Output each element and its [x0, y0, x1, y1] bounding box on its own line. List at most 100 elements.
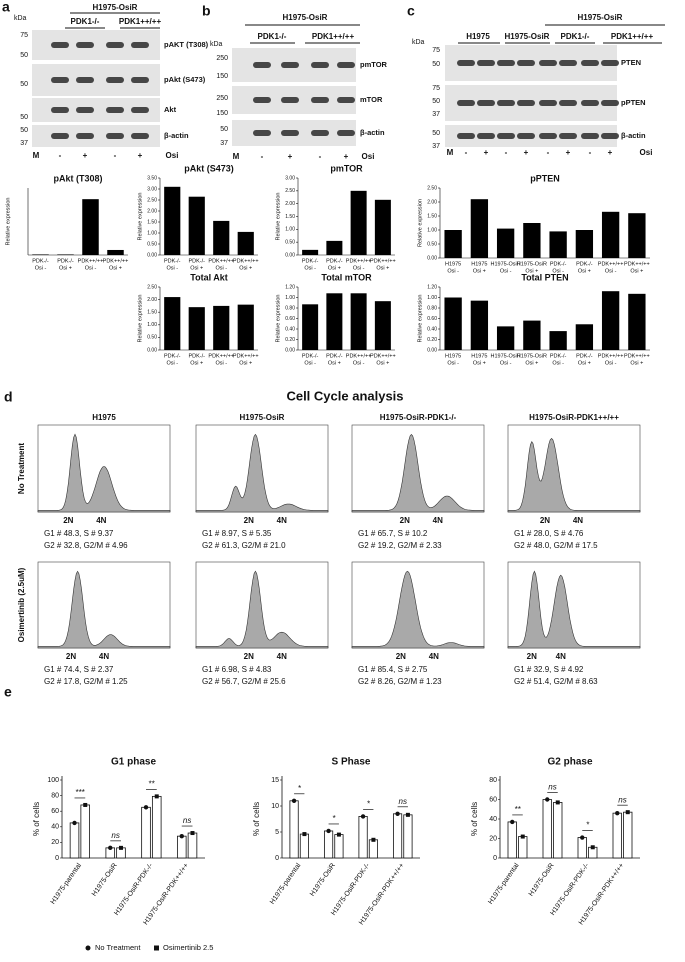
lane-label: + — [83, 151, 88, 160]
band-label: pPTEN — [621, 98, 646, 107]
blot-band — [477, 60, 495, 66]
kda-marker: 50 — [432, 130, 440, 137]
significance: ns — [183, 816, 191, 825]
blot-band — [539, 133, 557, 139]
bar — [601, 291, 620, 350]
significance: * — [332, 814, 336, 823]
bar — [188, 196, 205, 255]
bar — [470, 300, 489, 350]
y-tick-label: 0.00 — [427, 255, 437, 261]
blot-band — [457, 133, 475, 139]
y-tick-label: 2.00 — [427, 199, 437, 205]
x-tick-label: H1975-OsiR-PDK-/- — [330, 862, 372, 917]
bar — [32, 254, 49, 255]
group-label: PDK1-/- — [258, 32, 287, 41]
significance: * — [367, 800, 371, 809]
x-tick-label: PDK++/++ — [233, 258, 259, 264]
mean-square — [118, 845, 123, 850]
summary-line: G2 # 48.0, G2/M # 17.5 — [514, 541, 598, 550]
kda-marker: 50 — [432, 98, 440, 105]
chart-title: Total Akt — [190, 272, 228, 282]
bar — [151, 795, 162, 859]
y-tick-label: 0.00 — [427, 347, 437, 353]
band-label: mTOR — [360, 95, 383, 104]
y-tick-label: 0 — [493, 855, 497, 862]
x-tick-label: H1975 — [471, 261, 487, 267]
mean-dot — [580, 835, 585, 840]
lane-label: + — [344, 152, 349, 161]
chart-title: S Phase — [332, 757, 371, 768]
significance: * — [586, 821, 590, 830]
blot-band — [581, 60, 599, 66]
lane-label: + — [288, 152, 293, 161]
mean-square — [190, 831, 195, 836]
blot-band — [131, 133, 149, 139]
y-axis-label: Relative expression — [137, 295, 143, 343]
kda-marker: 37 — [432, 143, 440, 150]
bar — [612, 812, 622, 859]
blot-band — [517, 60, 535, 66]
chart-title: Total PTEN — [521, 272, 568, 282]
blot-band — [131, 107, 149, 113]
bar — [176, 835, 187, 859]
significance: ** — [514, 805, 521, 814]
mean-dot — [72, 820, 77, 826]
mean-dot — [615, 810, 620, 816]
x-tick-label: Osi + — [109, 265, 122, 271]
bar — [188, 307, 205, 350]
blot-band — [311, 130, 329, 136]
x-tick-label: PDK-/- — [302, 258, 319, 264]
chart-title: pAkt (T308) — [53, 173, 102, 183]
bar — [289, 800, 299, 859]
blot-band — [337, 130, 355, 136]
column-title: H1975-OsiR-PDK1-/- — [380, 413, 457, 422]
x-tick-label: PDK++/++ — [208, 353, 234, 359]
x-tick-label: PDK++/++ — [370, 258, 396, 264]
x-tick-label: Osi - — [166, 360, 178, 366]
bar — [374, 199, 391, 255]
x-tick-label: H1975-OsiR-PDK-/- — [549, 862, 591, 917]
significance: ns — [618, 795, 626, 804]
x-tick-label: PDK-/- — [326, 258, 343, 264]
y-tick-label: 0.80 — [427, 305, 437, 311]
bar — [628, 293, 646, 350]
x-tick-label: Osi + — [239, 265, 252, 271]
summary-line: G1 # 85.4, S # 2.75 — [358, 665, 428, 674]
bar — [350, 293, 367, 350]
kda-marker: 37 — [220, 140, 228, 147]
bar — [80, 804, 91, 859]
summary-line: G1 # 8.97, S # 5.35 — [202, 529, 272, 538]
bar — [496, 228, 515, 258]
x-tick-label: Osi - — [215, 360, 227, 366]
x-tick-label: PDK++/++ — [624, 353, 650, 359]
kda-marker: 50 — [20, 52, 28, 59]
y-tick-label: 0.40 — [427, 326, 437, 332]
histogram-frame — [37, 561, 171, 649]
summary-line: G2 # 8.26, G2/M # 1.23 — [358, 677, 442, 686]
mean-dot — [291, 798, 297, 803]
cell-cycle-title: Cell Cycle analysis — [286, 388, 403, 403]
panel-letter: d — [4, 389, 13, 405]
y-axis-label: % of cells — [32, 802, 41, 836]
mean-square — [405, 812, 410, 817]
bar — [57, 254, 74, 255]
y-tick-label: 0.60 — [285, 316, 295, 322]
x-tick-label: PDK-/- — [550, 353, 567, 359]
bar — [187, 832, 198, 859]
legend-dot — [85, 945, 91, 951]
blot-band — [337, 62, 355, 68]
kda-marker: 75 — [432, 85, 440, 92]
blot-band — [559, 133, 577, 139]
kda-marker: 250 — [216, 95, 228, 102]
mean-square — [555, 800, 560, 805]
bar — [507, 821, 517, 859]
x-tick-label: PDK++/++ — [370, 353, 396, 359]
blot-band — [51, 107, 69, 113]
treatment-label: Osi — [166, 151, 179, 160]
bar — [358, 816, 368, 859]
blot-band — [457, 100, 475, 106]
x-tick-label: PDK-/- — [189, 353, 206, 359]
bar — [302, 249, 319, 255]
bar — [237, 231, 254, 255]
x-tick-label: Osi - — [447, 268, 459, 274]
